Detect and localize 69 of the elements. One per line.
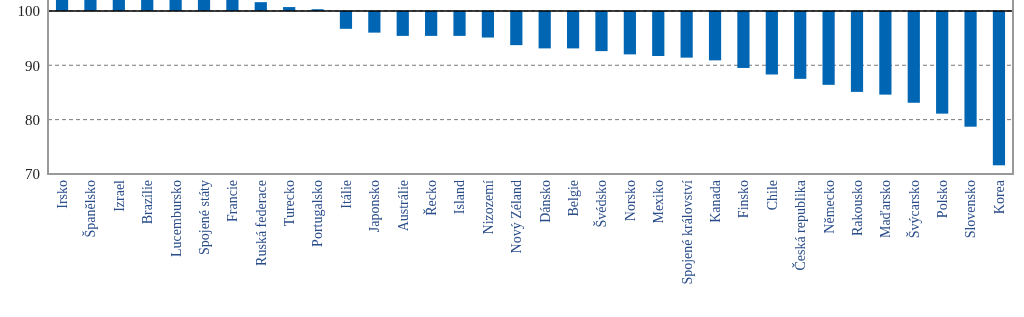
x-tick-label: Japonsko	[367, 180, 383, 233]
x-tick-label: Izrael	[111, 179, 127, 212]
bar	[936, 10, 949, 114]
bar	[992, 10, 1006, 166]
x-tick-label: Švýcarsko	[905, 180, 922, 239]
x-tick-label: Turecko	[282, 180, 298, 227]
bar	[169, 0, 182, 11]
x-tick-label: Kanada	[707, 179, 723, 223]
bar	[879, 10, 892, 95]
y-tick-label: 90	[25, 57, 40, 74]
x-tick-label: Maďarsko	[878, 180, 894, 239]
bar	[84, 0, 97, 11]
bar	[396, 10, 409, 36]
bar	[368, 10, 381, 33]
bar	[55, 0, 69, 11]
bar	[510, 10, 523, 46]
x-tick-label: Spojené státy	[196, 180, 212, 256]
bar	[226, 0, 239, 11]
x-tick-label: Řecko	[423, 180, 440, 216]
x-tick-label: Francie	[225, 180, 241, 222]
bar	[538, 10, 551, 49]
x-tick-label: Island	[452, 180, 468, 215]
bar	[822, 10, 835, 85]
x-tick-label: Austrálie	[395, 180, 411, 232]
bar	[595, 10, 608, 52]
x-tick-label: Polsko	[935, 180, 951, 219]
bar	[566, 10, 580, 49]
x-tick-label: Švédsko	[593, 180, 610, 228]
x-tick-label: Nizozemí	[480, 179, 496, 235]
x-tick-label: Česká republika	[792, 179, 809, 271]
y-tick-label: 80	[25, 111, 40, 128]
bar	[652, 10, 665, 57]
bar	[680, 10, 693, 58]
bar	[141, 0, 154, 11]
x-tick-label: Belgie	[565, 180, 581, 217]
bar	[339, 10, 353, 29]
bar	[112, 0, 125, 11]
x-tick-label: Ruská federace	[253, 180, 269, 266]
x-tick-label: Německo	[821, 180, 837, 234]
x-tick-label: Nový Zéland	[509, 180, 525, 254]
x-tick-label: Slovensko	[963, 180, 979, 239]
x-tick-label: Lucembursko	[168, 180, 184, 257]
bar	[425, 10, 438, 36]
x-tick-label: Portugalsko	[310, 180, 326, 247]
bar	[481, 10, 495, 38]
x-tick-label: Itálie	[338, 180, 354, 209]
x-tick-label: Finsko	[736, 180, 752, 219]
x-tick-label: Španělsko	[82, 180, 99, 238]
bar	[765, 10, 778, 75]
y-tick-label: 70	[25, 166, 40, 183]
x-tick-label: Korea	[991, 179, 1007, 215]
bar	[453, 10, 466, 36]
bar	[737, 10, 750, 68]
bar	[907, 10, 920, 103]
bar	[964, 10, 977, 127]
x-tick-label: Chile	[764, 180, 780, 211]
x-tick-label: Dánsko	[537, 180, 553, 223]
x-tick-label: Norsko	[622, 180, 638, 222]
bar	[708, 10, 722, 61]
x-tick-label: Irsko	[54, 180, 70, 209]
x-tick-label: Mexiko	[651, 180, 667, 224]
bar	[850, 10, 864, 92]
bar	[623, 10, 636, 55]
x-tick-label: Brazílie	[140, 180, 156, 225]
x-tick-label: Rakousko	[849, 180, 865, 236]
bar	[197, 0, 211, 11]
x-tick-label: Spojené království	[679, 179, 695, 285]
bar	[794, 10, 807, 79]
y-tick-label: 100	[17, 3, 40, 20]
